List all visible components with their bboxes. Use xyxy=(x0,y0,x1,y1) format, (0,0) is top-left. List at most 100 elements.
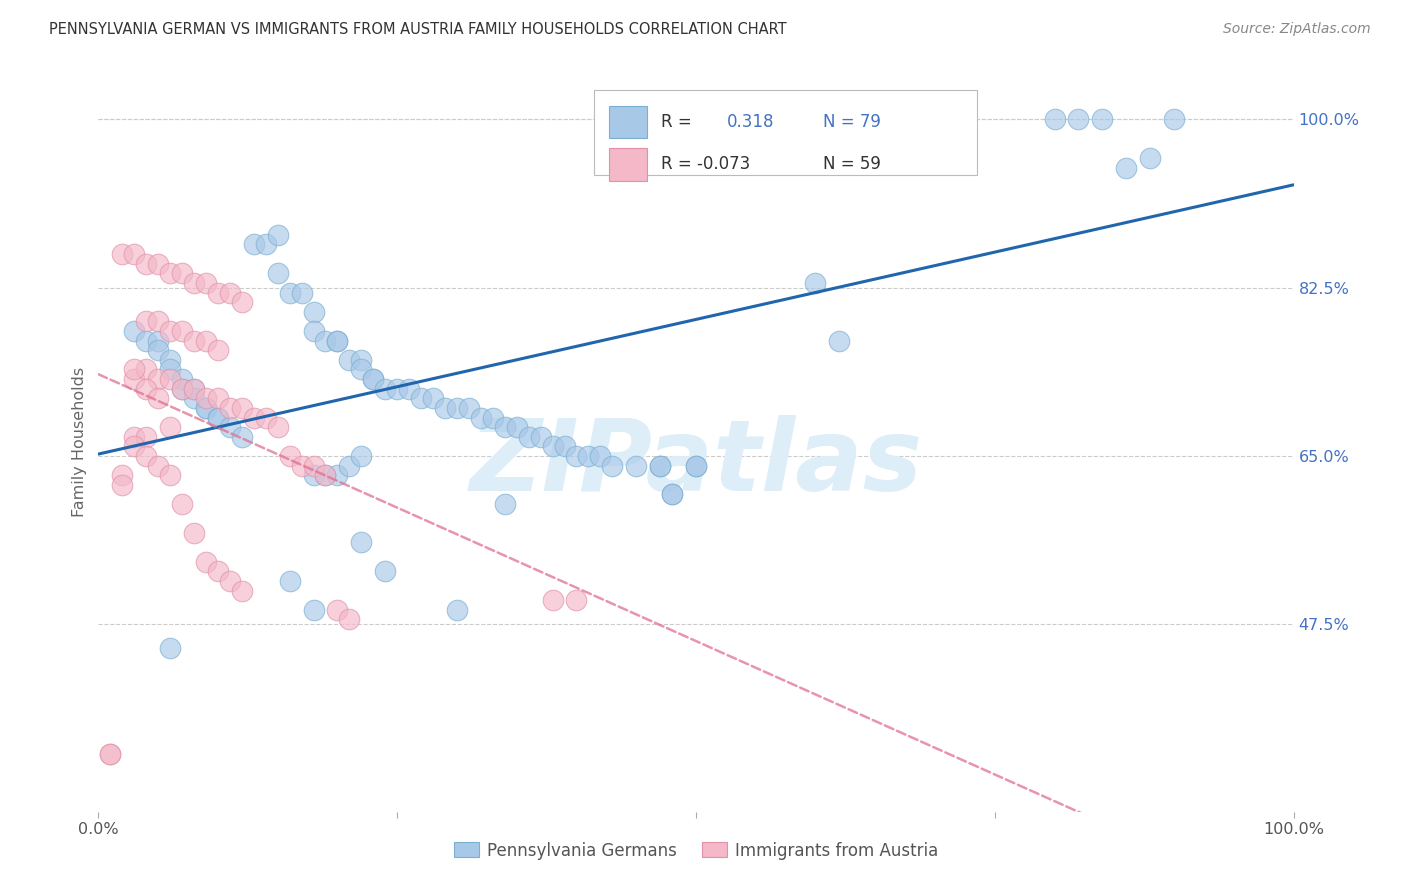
Point xyxy=(411,391,433,405)
Point xyxy=(148,343,170,358)
Point xyxy=(517,430,540,444)
Point xyxy=(506,420,529,434)
Point xyxy=(302,603,325,617)
Point xyxy=(648,458,672,473)
Point xyxy=(183,391,205,405)
Point xyxy=(434,401,457,415)
Point xyxy=(302,458,325,473)
Y-axis label: Family Households: Family Households xyxy=(72,367,87,516)
Point xyxy=(446,401,468,415)
Point xyxy=(148,257,170,271)
Point xyxy=(541,439,564,453)
Bar xyxy=(609,105,647,138)
Point xyxy=(124,324,146,338)
Point xyxy=(350,362,373,376)
Point xyxy=(98,747,122,761)
Point xyxy=(219,574,242,588)
Point xyxy=(385,382,409,396)
Point xyxy=(315,468,337,483)
Point xyxy=(195,276,218,290)
Point xyxy=(135,314,157,328)
Point xyxy=(626,458,648,473)
Point xyxy=(231,430,253,444)
Point xyxy=(159,641,181,656)
Point xyxy=(183,525,205,540)
Point xyxy=(98,747,122,761)
Point xyxy=(315,334,337,348)
Point xyxy=(231,583,253,598)
Point xyxy=(267,266,290,280)
Point xyxy=(1067,112,1090,127)
Point xyxy=(124,247,146,261)
Point xyxy=(231,295,253,310)
Point xyxy=(124,372,146,386)
Point xyxy=(159,266,181,280)
Point xyxy=(135,334,157,348)
Text: 0.318: 0.318 xyxy=(727,112,775,131)
Point xyxy=(195,334,218,348)
Point xyxy=(135,257,157,271)
Point xyxy=(111,478,134,492)
Point xyxy=(339,352,361,367)
Point xyxy=(481,410,505,425)
Point xyxy=(278,285,301,300)
Point xyxy=(207,410,229,425)
Point xyxy=(195,391,218,405)
Point xyxy=(183,276,205,290)
Text: PENNSYLVANIA GERMAN VS IMMIGRANTS FROM AUSTRIA FAMILY HOUSEHOLDS CORRELATION CHA: PENNSYLVANIA GERMAN VS IMMIGRANTS FROM A… xyxy=(49,22,787,37)
Point xyxy=(315,468,337,483)
Point xyxy=(254,410,277,425)
Point xyxy=(124,430,146,444)
Point xyxy=(207,391,229,405)
Point xyxy=(172,382,194,396)
Point xyxy=(207,410,229,425)
Point xyxy=(685,458,707,473)
Point xyxy=(195,401,218,415)
Point xyxy=(219,401,242,415)
Point xyxy=(243,237,266,252)
Point xyxy=(494,420,516,434)
Point xyxy=(172,497,194,511)
Point xyxy=(589,449,612,463)
Point xyxy=(1043,112,1066,127)
Point xyxy=(267,227,290,242)
Point xyxy=(363,372,385,386)
Point xyxy=(183,382,205,396)
Point xyxy=(195,555,218,569)
Point xyxy=(159,372,181,386)
Point xyxy=(135,449,157,463)
Point xyxy=(172,382,194,396)
Point xyxy=(422,391,444,405)
Text: N = 79: N = 79 xyxy=(823,112,880,131)
Point xyxy=(243,410,266,425)
Point xyxy=(1139,151,1161,165)
Point xyxy=(183,334,205,348)
Text: N = 59: N = 59 xyxy=(823,155,880,173)
Point xyxy=(135,430,157,444)
Point xyxy=(172,266,194,280)
Point xyxy=(541,593,564,607)
Point xyxy=(172,372,194,386)
Point xyxy=(148,334,170,348)
Point xyxy=(124,439,146,453)
Point xyxy=(565,449,588,463)
Point xyxy=(135,362,157,376)
Point xyxy=(148,372,170,386)
Point xyxy=(350,535,373,549)
Point xyxy=(661,487,683,501)
Point xyxy=(828,334,851,348)
Point xyxy=(278,574,301,588)
Point xyxy=(554,439,576,453)
Point xyxy=(446,603,468,617)
Point xyxy=(530,430,553,444)
Point xyxy=(326,603,349,617)
Point xyxy=(470,410,492,425)
Point xyxy=(363,372,385,386)
Point xyxy=(219,285,242,300)
Point xyxy=(172,324,194,338)
Point xyxy=(159,468,181,483)
Point xyxy=(302,304,325,318)
Point xyxy=(159,324,181,338)
Point xyxy=(374,565,396,579)
Point xyxy=(326,334,349,348)
